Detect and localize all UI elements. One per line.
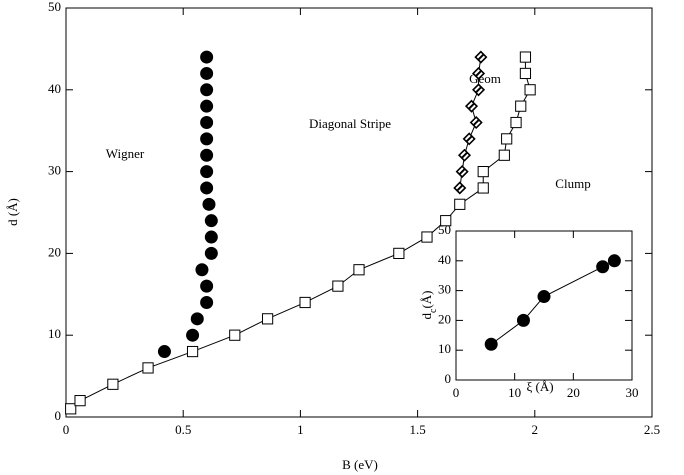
annotation: Diagonal Stripe <box>309 116 391 131</box>
x-tick-label: 30 <box>626 385 639 400</box>
point <box>516 313 530 327</box>
point <box>200 116 214 130</box>
point <box>607 254 621 268</box>
y-tick-label: 30 <box>438 282 451 297</box>
point <box>195 263 209 277</box>
point <box>200 132 214 146</box>
y-tick-label: 50 <box>438 222 451 237</box>
point-hatch <box>461 151 468 159</box>
point <box>261 313 274 325</box>
point <box>229 329 241 341</box>
point <box>204 230 218 244</box>
point <box>190 312 204 326</box>
point <box>519 51 532 63</box>
point-hatch <box>475 70 482 77</box>
x-tick-label: 20 <box>567 385 580 400</box>
y-tick-label: 20 <box>438 311 451 326</box>
point <box>484 337 498 351</box>
point <box>200 165 214 179</box>
y-tick-label: 10 <box>48 326 61 341</box>
point <box>477 166 489 178</box>
x-axis-label: ξ (Å) <box>526 379 553 394</box>
point <box>200 148 214 162</box>
point-hatch <box>477 53 485 61</box>
point <box>393 247 405 260</box>
x-tick-label: 0 <box>453 385 460 400</box>
point-hatch <box>458 168 466 176</box>
plot-frame <box>455 230 633 381</box>
point <box>440 215 452 227</box>
point <box>596 260 610 274</box>
y-tick-label: 50 <box>48 0 61 14</box>
y-tick-label: 40 <box>48 81 61 96</box>
y-axis-label: dc(Å) <box>419 291 439 320</box>
y-axis-label-part: c <box>428 308 439 313</box>
point-hatch <box>472 119 480 126</box>
point <box>204 246 218 260</box>
point <box>200 181 214 195</box>
x-tick-label: 2.5 <box>644 422 660 437</box>
point-hatch <box>465 135 473 143</box>
point <box>200 66 214 80</box>
y-axis-label-part: d <box>419 313 434 320</box>
x-tick-label: 1.5 <box>409 422 425 437</box>
x-axis-label: B (eV) <box>342 457 378 472</box>
point <box>200 50 214 64</box>
point <box>421 231 433 243</box>
point-hatch <box>475 86 482 94</box>
point <box>510 116 522 129</box>
point <box>200 279 214 293</box>
x-tick-label: 1 <box>297 422 304 437</box>
annotation: Clump <box>555 176 590 191</box>
point <box>501 133 513 145</box>
point <box>454 198 466 210</box>
y-axis-label: d (Å) <box>5 198 20 226</box>
x-tick-label: 0.5 <box>175 422 191 437</box>
y-tick-label: 0 <box>55 408 62 423</box>
y-tick-label: 30 <box>48 163 61 178</box>
point <box>107 378 119 390</box>
y-tick-label: 0 <box>445 371 452 386</box>
point-hatch <box>468 102 475 110</box>
point <box>200 99 214 113</box>
point <box>142 362 154 374</box>
point <box>332 280 344 292</box>
annotation: Wigner <box>106 146 145 161</box>
x-tick-label: 2 <box>532 422 539 437</box>
point <box>186 345 199 358</box>
point <box>65 403 77 415</box>
point <box>157 345 171 359</box>
point <box>477 182 489 194</box>
point <box>200 295 214 309</box>
point-hatch <box>456 184 464 192</box>
point <box>186 328 200 342</box>
y-tick-label: 40 <box>438 252 451 267</box>
point <box>515 100 527 112</box>
x-tick-label: 10 <box>508 385 521 400</box>
point <box>202 197 216 211</box>
point <box>353 264 365 276</box>
y-axis-label-part: (Å) <box>419 291 434 309</box>
point <box>200 83 214 97</box>
point <box>74 395 86 407</box>
point <box>299 296 311 309</box>
point <box>519 67 532 80</box>
y-tick-label: 20 <box>48 244 61 259</box>
point <box>524 84 536 96</box>
point <box>498 149 510 161</box>
x-tick-label: 0 <box>63 422 70 437</box>
point <box>537 290 551 304</box>
point <box>204 214 218 228</box>
y-tick-label: 10 <box>438 341 451 356</box>
